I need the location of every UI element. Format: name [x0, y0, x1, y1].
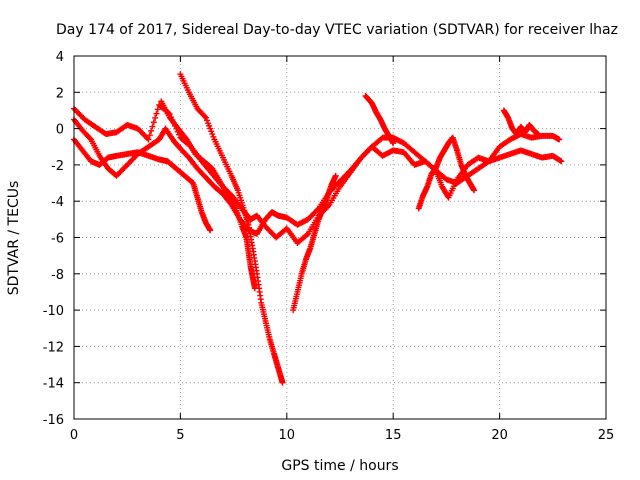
series-track-d: [177, 71, 286, 386]
data-point-marker: [207, 125, 214, 132]
y-tick-label: -10: [43, 304, 64, 319]
x-axis-title: GPS time / hours: [281, 458, 398, 474]
y-tick-label: -8: [51, 268, 64, 283]
data-point-marker: [204, 117, 210, 124]
data-point-marker: [86, 135, 93, 142]
y-axis-title: SDTVAR / TECUs: [6, 181, 22, 296]
data-point-marker: [146, 132, 153, 139]
series-track-f: [290, 172, 339, 314]
chart-title: Day 174 of 2017, Sidereal Day-to-day VTE…: [56, 22, 618, 38]
x-tick-label: 10: [279, 428, 296, 443]
series-track-g: [362, 92, 397, 147]
data-point-marker: [558, 158, 565, 165]
data-point-marker: [390, 140, 397, 147]
y-tick-label: 2: [56, 86, 64, 101]
x-ticks: 0 5 10 15 20 25: [70, 56, 614, 443]
series-track-i: [500, 107, 541, 138]
data-point-marker: [208, 128, 215, 135]
data-markers: [71, 71, 565, 386]
data-point-marker: [205, 120, 212, 127]
data-point-marker: [145, 136, 152, 143]
y-tick-label: 4: [56, 50, 64, 65]
y-tick-label: -14: [43, 377, 64, 392]
data-point-marker: [153, 110, 160, 117]
data-point-marker: [152, 114, 159, 121]
series-track-e: [158, 98, 258, 292]
grid-lines: [74, 56, 606, 419]
data-point-marker: [148, 127, 155, 134]
series-track-c: [71, 136, 214, 234]
data-point-marker: [206, 122, 213, 129]
x-tick-label: 0: [70, 428, 78, 443]
data-point-marker: [154, 106, 161, 113]
data-point-marker: [471, 187, 478, 194]
data-point-marker: [202, 114, 209, 121]
x-tick-label: 5: [176, 428, 184, 443]
y-tick-label: -16: [43, 413, 64, 428]
data-point-marker: [251, 285, 258, 292]
data-point-marker: [201, 113, 208, 120]
y-tick-label: -4: [51, 195, 64, 210]
y-tick-label: 0: [56, 123, 64, 138]
data-point-marker: [207, 227, 214, 234]
y-tick-label: -2: [51, 159, 64, 174]
x-tick-label: 25: [598, 428, 615, 443]
data-point-marker: [209, 131, 216, 138]
data-point-marker: [279, 379, 286, 386]
data-point-marker: [150, 119, 157, 126]
x-tick-label: 20: [491, 428, 508, 443]
data-point-marker: [556, 136, 563, 143]
y-ticks: -16 -14 -12 -10 -8 -6 -4 -2 0 2 4: [43, 50, 606, 428]
data-point-marker: [210, 133, 217, 140]
y-tick-label: -12: [43, 340, 64, 355]
y-tick-label: -6: [51, 232, 64, 247]
x-tick-label: 15: [385, 428, 402, 443]
series-track-b: [71, 116, 565, 237]
data-point-marker: [332, 172, 339, 179]
series-track-h: [415, 134, 478, 212]
data-point-marker: [534, 131, 541, 138]
data-point-marker: [149, 123, 156, 130]
